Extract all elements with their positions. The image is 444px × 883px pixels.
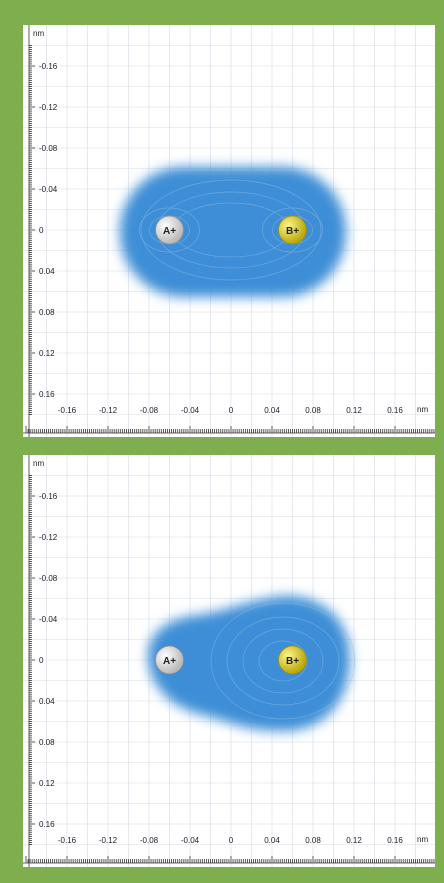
y-tick-label: 0 bbox=[39, 656, 44, 665]
contour-ring bbox=[210, 602, 356, 720]
contour-ring bbox=[139, 207, 200, 253]
x-tick-label: 0 bbox=[229, 406, 234, 415]
contour-ring bbox=[226, 616, 340, 706]
x-axis-unit-label: nm bbox=[417, 405, 428, 414]
electron-cloud bbox=[120, 167, 346, 297]
y-axis-unit-label: nm bbox=[33, 459, 44, 468]
y-tick-label: -0.12 bbox=[39, 103, 58, 112]
y-tick-label: 0.12 bbox=[39, 349, 55, 358]
contour-ring bbox=[262, 207, 323, 253]
y-tick-label: 0 bbox=[39, 226, 44, 235]
atom-b-label: B+ bbox=[286, 656, 299, 667]
x-tick-label: 0.12 bbox=[346, 836, 362, 845]
top-diagram-panel: nm nm -0.16 -0.12 -0.08 -0.04 0 0.04 0.08 0.12 0.1… bbox=[23, 25, 435, 437]
atom-b: B+ bbox=[278, 215, 307, 245]
x-tick-label: -0.04 bbox=[181, 406, 200, 415]
x-tick-label: 0.08 bbox=[305, 406, 321, 415]
y-tick-label: 0.08 bbox=[39, 308, 55, 317]
y-axis bbox=[28, 455, 35, 867]
x-tick-label: -0.08 bbox=[140, 836, 159, 845]
x-tick-label: 0.16 bbox=[387, 406, 403, 415]
atom-a: A+ bbox=[155, 645, 184, 675]
x-tick-label: 0.04 bbox=[264, 406, 280, 415]
y-axis-unit-label: nm bbox=[33, 29, 44, 38]
x-tick-label: 0.08 bbox=[305, 836, 321, 845]
y-tick-label: 0.12 bbox=[39, 779, 55, 788]
x-tick-label: 0 bbox=[229, 836, 234, 845]
x-tick-label: -0.12 bbox=[99, 836, 118, 845]
y-tick-label: 0.04 bbox=[39, 697, 55, 706]
contour-ring bbox=[140, 179, 322, 281]
x-tick-label: -0.16 bbox=[58, 836, 77, 845]
y-tick-label: -0.08 bbox=[39, 144, 58, 153]
contour-ring bbox=[258, 640, 308, 682]
x-tick-label: 0.04 bbox=[264, 836, 280, 845]
atom-a-sphere bbox=[155, 645, 184, 675]
contour-ring bbox=[242, 628, 324, 694]
y-tick-label: 0.16 bbox=[39, 820, 55, 829]
y-tick-label: -0.04 bbox=[39, 185, 58, 194]
atom-b-label: B+ bbox=[286, 226, 299, 237]
atom-a-sphere bbox=[155, 215, 184, 245]
bottom-orbital-diagram: nm nm -0.16 -0.12 -0.08 -0.04 0 0.04 0.08 0.12 0.1… bbox=[23, 455, 435, 867]
y-tick-label: -0.04 bbox=[39, 615, 58, 624]
x-tick-label: -0.16 bbox=[58, 406, 77, 415]
atom-a: A+ bbox=[155, 215, 184, 245]
y-tick-label: -0.16 bbox=[39, 492, 58, 501]
bottom-diagram-panel: nm nm -0.16 -0.12 -0.08 -0.04 0 0.04 0.08 0.12 0.1… bbox=[23, 455, 435, 867]
atom-b: B+ bbox=[278, 645, 307, 675]
atom-b-sphere bbox=[278, 645, 307, 675]
electron-cloud bbox=[148, 595, 351, 732]
electron-cloud-shape bbox=[148, 595, 351, 732]
contour-lines bbox=[210, 602, 356, 720]
atom-b-sphere bbox=[278, 215, 307, 245]
x-tick-label: 0.16 bbox=[387, 836, 403, 845]
y-tick-label: 0.16 bbox=[39, 390, 55, 399]
x-tick-label: -0.08 bbox=[140, 406, 159, 415]
x-tick-label: 0.12 bbox=[346, 406, 362, 415]
y-axis bbox=[28, 25, 35, 437]
top-orbital-diagram: nm nm -0.16 -0.12 -0.08 -0.04 0 0.04 0.08 0.12 0.1… bbox=[23, 25, 435, 437]
atom-a-label: A+ bbox=[163, 656, 176, 667]
y-tick-label: -0.16 bbox=[39, 62, 58, 71]
y-tick-label: -0.12 bbox=[39, 533, 58, 542]
y-tick-label: 0.08 bbox=[39, 738, 55, 747]
atom-a-label: A+ bbox=[163, 226, 176, 237]
electron-cloud-shape bbox=[120, 167, 346, 297]
y-tick-label: 0.04 bbox=[39, 267, 55, 276]
x-axis bbox=[23, 856, 435, 864]
x-tick-label: -0.12 bbox=[99, 406, 118, 415]
x-axis-unit-label: nm bbox=[417, 835, 428, 844]
x-tick-label: -0.04 bbox=[181, 836, 200, 845]
x-axis bbox=[23, 426, 435, 434]
y-tick-label: -0.08 bbox=[39, 574, 58, 583]
